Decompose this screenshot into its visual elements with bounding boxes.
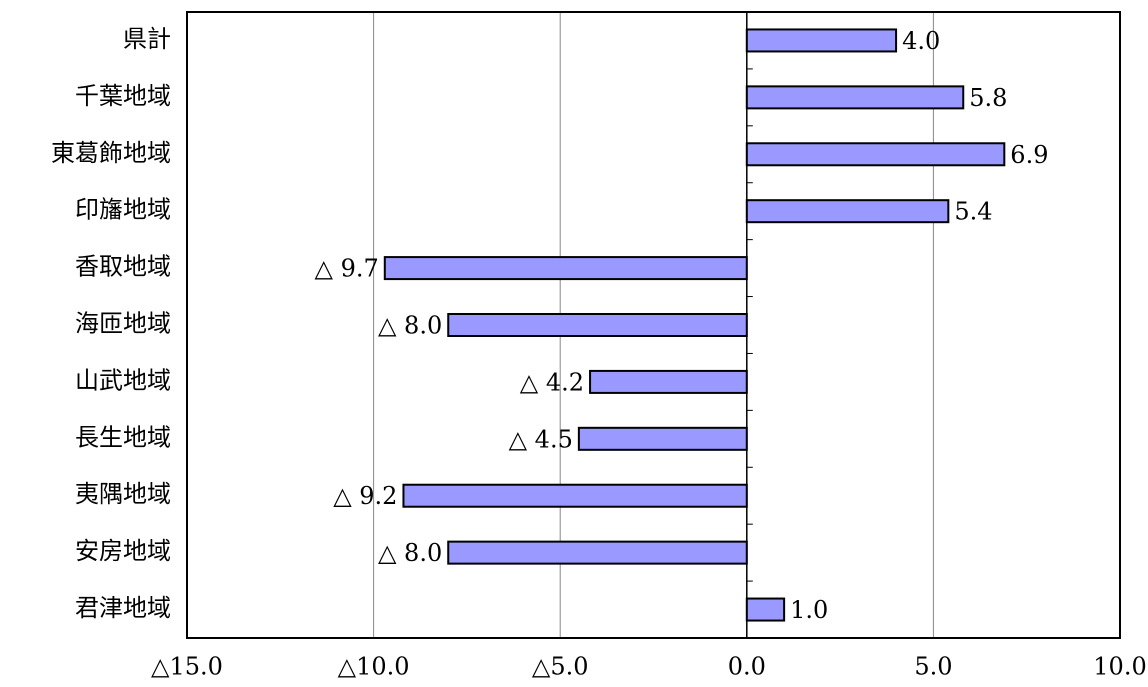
- y-tick-label: 君津地域: [75, 594, 171, 622]
- bar: [589, 369, 748, 394]
- bar: [745, 199, 950, 224]
- y-tick-label: 長生地域: [75, 423, 171, 451]
- value-label: 5.4: [954, 198, 992, 226]
- bar: [383, 256, 748, 281]
- bar: [447, 540, 748, 565]
- y-tick-label: 県計: [123, 25, 171, 53]
- y-tick-label: 安房地域: [75, 537, 171, 565]
- x-tick-label: 10.0: [1093, 653, 1146, 681]
- bar: [447, 313, 748, 337]
- y-tick-label: 夷隅地域: [75, 480, 171, 508]
- x-tick-label: 0.0: [728, 653, 766, 681]
- y-tick-label: 千葉地域: [75, 82, 171, 110]
- y-tick-label: 東葛飾地域: [51, 139, 171, 167]
- y-tick-label: 山武地域: [75, 366, 171, 394]
- y-tick-label: 海匝地域: [75, 310, 171, 338]
- value-label: △ 8.0: [378, 312, 442, 340]
- value-label: 4.0: [902, 27, 940, 55]
- bar: [402, 483, 748, 508]
- bar: [745, 142, 1006, 167]
- value-label: △ 9.2: [333, 482, 397, 510]
- value-label: 1.0: [790, 596, 828, 624]
- x-tick-label: △15.0: [151, 653, 223, 681]
- y-tick-label: 香取地域: [75, 253, 171, 281]
- value-label: 6.9: [1010, 141, 1048, 169]
- value-label: △ 4.2: [520, 368, 584, 396]
- value-label: △ 9.7: [315, 255, 379, 283]
- plot-frame: [186, 11, 1121, 639]
- bar: [745, 85, 965, 110]
- value-label: 5.8: [969, 84, 1007, 112]
- value-label: △ 8.0: [378, 539, 442, 567]
- value-label: △ 4.5: [509, 425, 573, 453]
- bar: [745, 28, 898, 53]
- bar: [745, 597, 786, 622]
- y-tick-label: 印旛地域: [75, 196, 171, 224]
- x-tick-label: 5.0: [914, 653, 952, 681]
- x-tick-label: △10.0: [338, 653, 410, 681]
- x-tick-label: △5.0: [532, 653, 589, 681]
- bar: [577, 426, 748, 451]
